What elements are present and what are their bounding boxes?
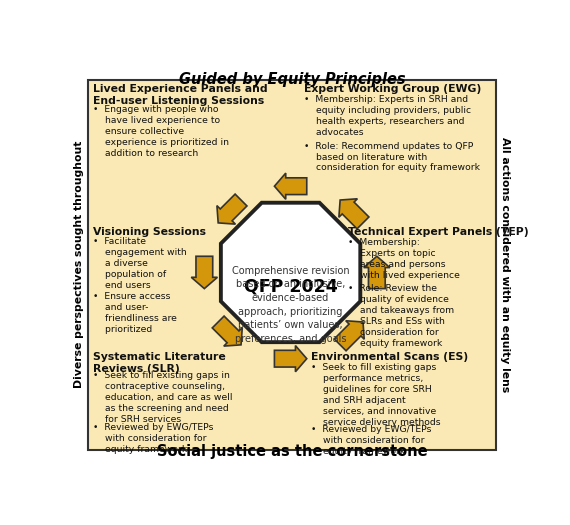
Polygon shape [334,321,364,351]
Polygon shape [212,316,242,346]
Polygon shape [274,345,307,372]
Text: •  Membership:
    Experts on topic
    areas and persons
    with lived experie: • Membership: Experts on topic areas and… [348,238,460,280]
Polygon shape [339,199,369,229]
Text: •  Role: Recommend updates to QFP
    based on literature with
    consideration: • Role: Recommend updates to QFP based o… [304,142,480,172]
Text: •  Seek to fill existing gaps in
    contraceptive counseling,
    education, an: • Seek to fill existing gaps in contrace… [93,371,232,424]
Text: Guided by Equity Principles: Guided by Equity Principles [179,72,405,87]
Text: Environmental Scans (ES): Environmental Scans (ES) [311,352,469,362]
Text: Comprehensive revision
based on an inclusive,
evidence-based
approach, prioritiz: Comprehensive revision based on an inclu… [232,266,349,344]
Text: •  Facilitate
    engagement with
    a diverse
    population of
    end users: • Facilitate engagement with a diverse p… [93,237,186,290]
Polygon shape [221,203,360,342]
Text: •  Membership: Experts in SRH and
    equity including providers, public
    hea: • Membership: Experts in SRH and equity … [304,96,471,137]
Text: •  Role: Review the
    quality of evidence
    and takeaways from
    SLRs and : • Role: Review the quality of evidence a… [348,284,454,348]
Text: QFP 2024: QFP 2024 [244,277,337,295]
Polygon shape [192,256,217,289]
Text: Visioning Sessions: Visioning Sessions [93,227,206,237]
Text: •  Reviewed by EWG/TEPs
    with consideration for
    equity framework: • Reviewed by EWG/TEPs with consideratio… [311,425,432,456]
Text: •  Seek to fill existing gaps
    performance metrics,
    guidelines for core S: • Seek to fill existing gaps performance… [311,363,441,427]
Text: Systematic Literature
Reviews (SLR): Systematic Literature Reviews (SLR) [93,352,226,374]
Polygon shape [217,194,247,224]
Polygon shape [274,173,307,200]
Polygon shape [364,256,390,289]
Text: •  Engage with people who
    have lived experience to
    ensure collective
   : • Engage with people who have lived expe… [93,106,229,158]
Text: Technical Expert Panels (TEP): Technical Expert Panels (TEP) [348,227,529,237]
Text: Lived Experience Panels and
End-user Listening Sessions: Lived Experience Panels and End-user Lis… [93,84,267,106]
FancyBboxPatch shape [88,80,496,449]
Text: All actions considered with an equity lens: All actions considered with an equity le… [500,137,510,392]
Text: Expert Working Group (EWG): Expert Working Group (EWG) [304,84,481,94]
Text: Social justice as the cornerstone: Social justice as the cornerstone [157,444,428,459]
Text: •  Reviewed by EWG/TEPs
    with consideration for
    equity framework: • Reviewed by EWG/TEPs with consideratio… [93,423,213,454]
Text: •  Ensure access
    and user-
    friendliness are
    prioritized: • Ensure access and user- friendliness a… [93,292,177,334]
Text: Diverse perspectives sought throughout: Diverse perspectives sought throughout [74,141,84,388]
